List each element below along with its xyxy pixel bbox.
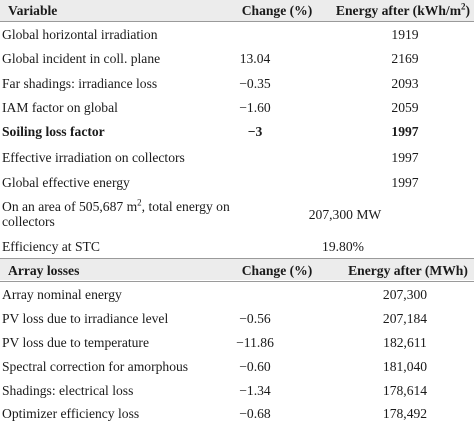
- row-energy: 1997: [391, 175, 419, 190]
- row-variable: Global horizontal irradiation: [2, 27, 158, 42]
- header-change: Change (%): [241, 3, 313, 18]
- section1-header-bg: [0, 0, 474, 21]
- row-change: −0.35: [239, 76, 271, 91]
- row-energy: 2093: [391, 76, 419, 91]
- efficiency-value: 19.80%: [322, 239, 364, 254]
- row-energy: 181,040: [382, 359, 428, 374]
- row-energy: 207,300: [382, 287, 428, 302]
- row-variable: Far shadings: irradiance loss: [2, 76, 158, 91]
- header-energy: Energy after (kWh/m2): [335, 1, 471, 18]
- row-variable: PV loss due to irradiance level: [2, 311, 169, 326]
- row-energy: 1919: [391, 27, 419, 42]
- row-variable: Global incident in coll. plane: [2, 51, 161, 66]
- header-array-losses: Array losses: [8, 263, 80, 278]
- row-change: −0.68: [239, 406, 271, 421]
- row-variable: Spectral correction for amorphous: [2, 359, 189, 374]
- row-energy: 182,611: [383, 335, 427, 350]
- section1-header-rule: [0, 21, 474, 22]
- row-variable: Shadings: electrical loss: [2, 383, 134, 398]
- section2-header-bg: [0, 259, 474, 280]
- row-change: −3: [247, 124, 263, 139]
- row-energy: 1997: [391, 150, 419, 165]
- row-variable: PV loss due to temperature: [2, 335, 149, 350]
- area-line2: collectors: [2, 214, 55, 229]
- row-energy: 1997: [391, 124, 419, 139]
- row-variable: Optimizer efficiency loss: [2, 406, 140, 421]
- row-variable: Effective irradiation on collectors: [2, 150, 185, 165]
- row-energy: 178,492: [382, 406, 428, 421]
- row-change: −1.34: [239, 383, 271, 398]
- row-change: −0.60: [239, 359, 271, 374]
- row-change: 13.04: [239, 51, 271, 66]
- row-variable: Soiling loss factor: [2, 124, 105, 139]
- efficiency-label: Efficiency at STC: [2, 239, 100, 254]
- row-change: −0.56: [239, 311, 271, 326]
- row-change: −11.86: [236, 335, 274, 350]
- row-variable: Array nominal energy: [2, 287, 122, 302]
- row-variable: IAM factor on global: [2, 100, 118, 115]
- row-energy: 207,184: [382, 311, 428, 326]
- row-change: −1.60: [239, 100, 271, 115]
- header-change: Change (%): [241, 263, 313, 278]
- area-value: 207,300 MW: [308, 207, 382, 222]
- header-energy-mwh: Energy after (MWh): [348, 263, 468, 278]
- row-energy: 2169: [391, 51, 419, 66]
- row-energy: 2059: [391, 100, 419, 115]
- header-variable: Variable: [8, 3, 58, 18]
- section2-header-rule: [0, 281, 474, 282]
- row-variable: Global effective energy: [2, 175, 130, 190]
- area-line1: On an area of 505,687 m2, total energy o…: [2, 197, 230, 214]
- section2-top-rule: [0, 258, 474, 259]
- row-energy: 178,614: [382, 383, 428, 398]
